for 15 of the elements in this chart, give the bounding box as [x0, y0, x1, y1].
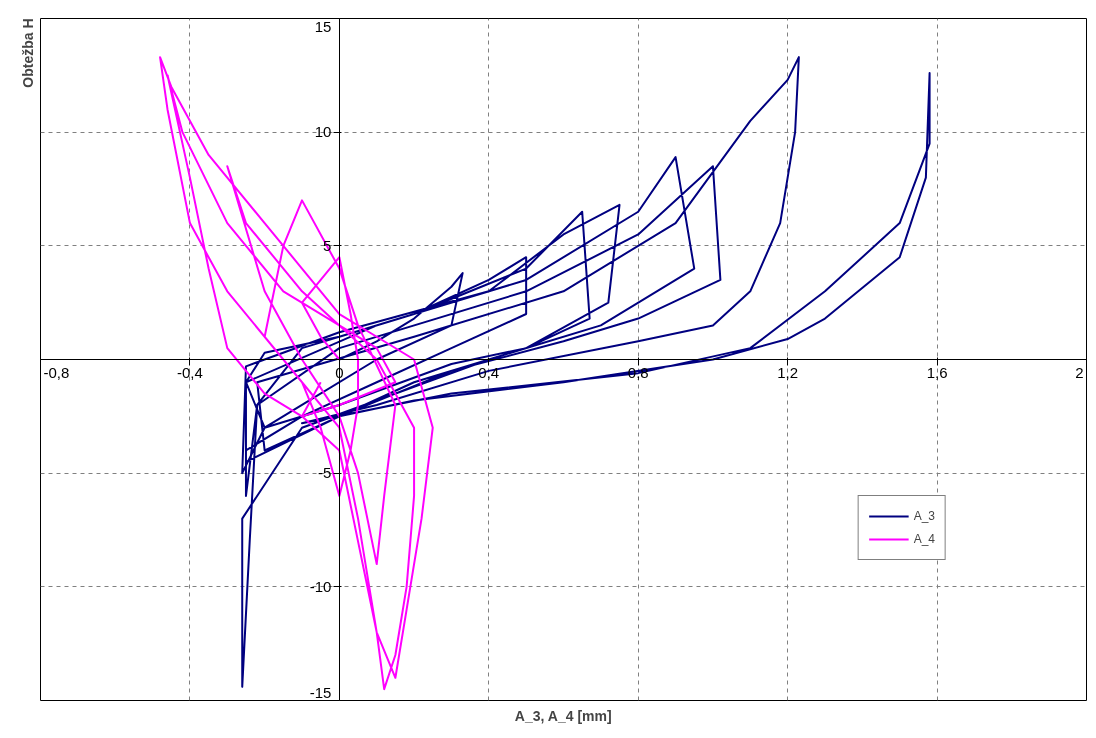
x-axis-title: A_3, A_4 [mm] [514, 707, 612, 724]
y-tick-label: -15 [309, 683, 332, 701]
x-tick-label: 1,2 [777, 363, 799, 381]
y-tick-label: -5 [318, 464, 332, 482]
y-tick-label: 15 [314, 17, 332, 35]
y-tick-label: 10 [314, 123, 332, 141]
y-axis-title: Obtežba H [19, 18, 36, 88]
x-tick-label: 0,8 [627, 363, 649, 381]
x-tick-label: 1,6 [926, 363, 948, 381]
x-tick-label: -0,8 [43, 363, 70, 381]
legend-label: A_4 [913, 532, 935, 546]
legend-label: A_3 [913, 509, 935, 523]
x-tick-label: -0,4 [177, 363, 203, 381]
x-tick-label: 2 [1075, 363, 1084, 381]
y-tick-label: -10 [309, 577, 332, 595]
